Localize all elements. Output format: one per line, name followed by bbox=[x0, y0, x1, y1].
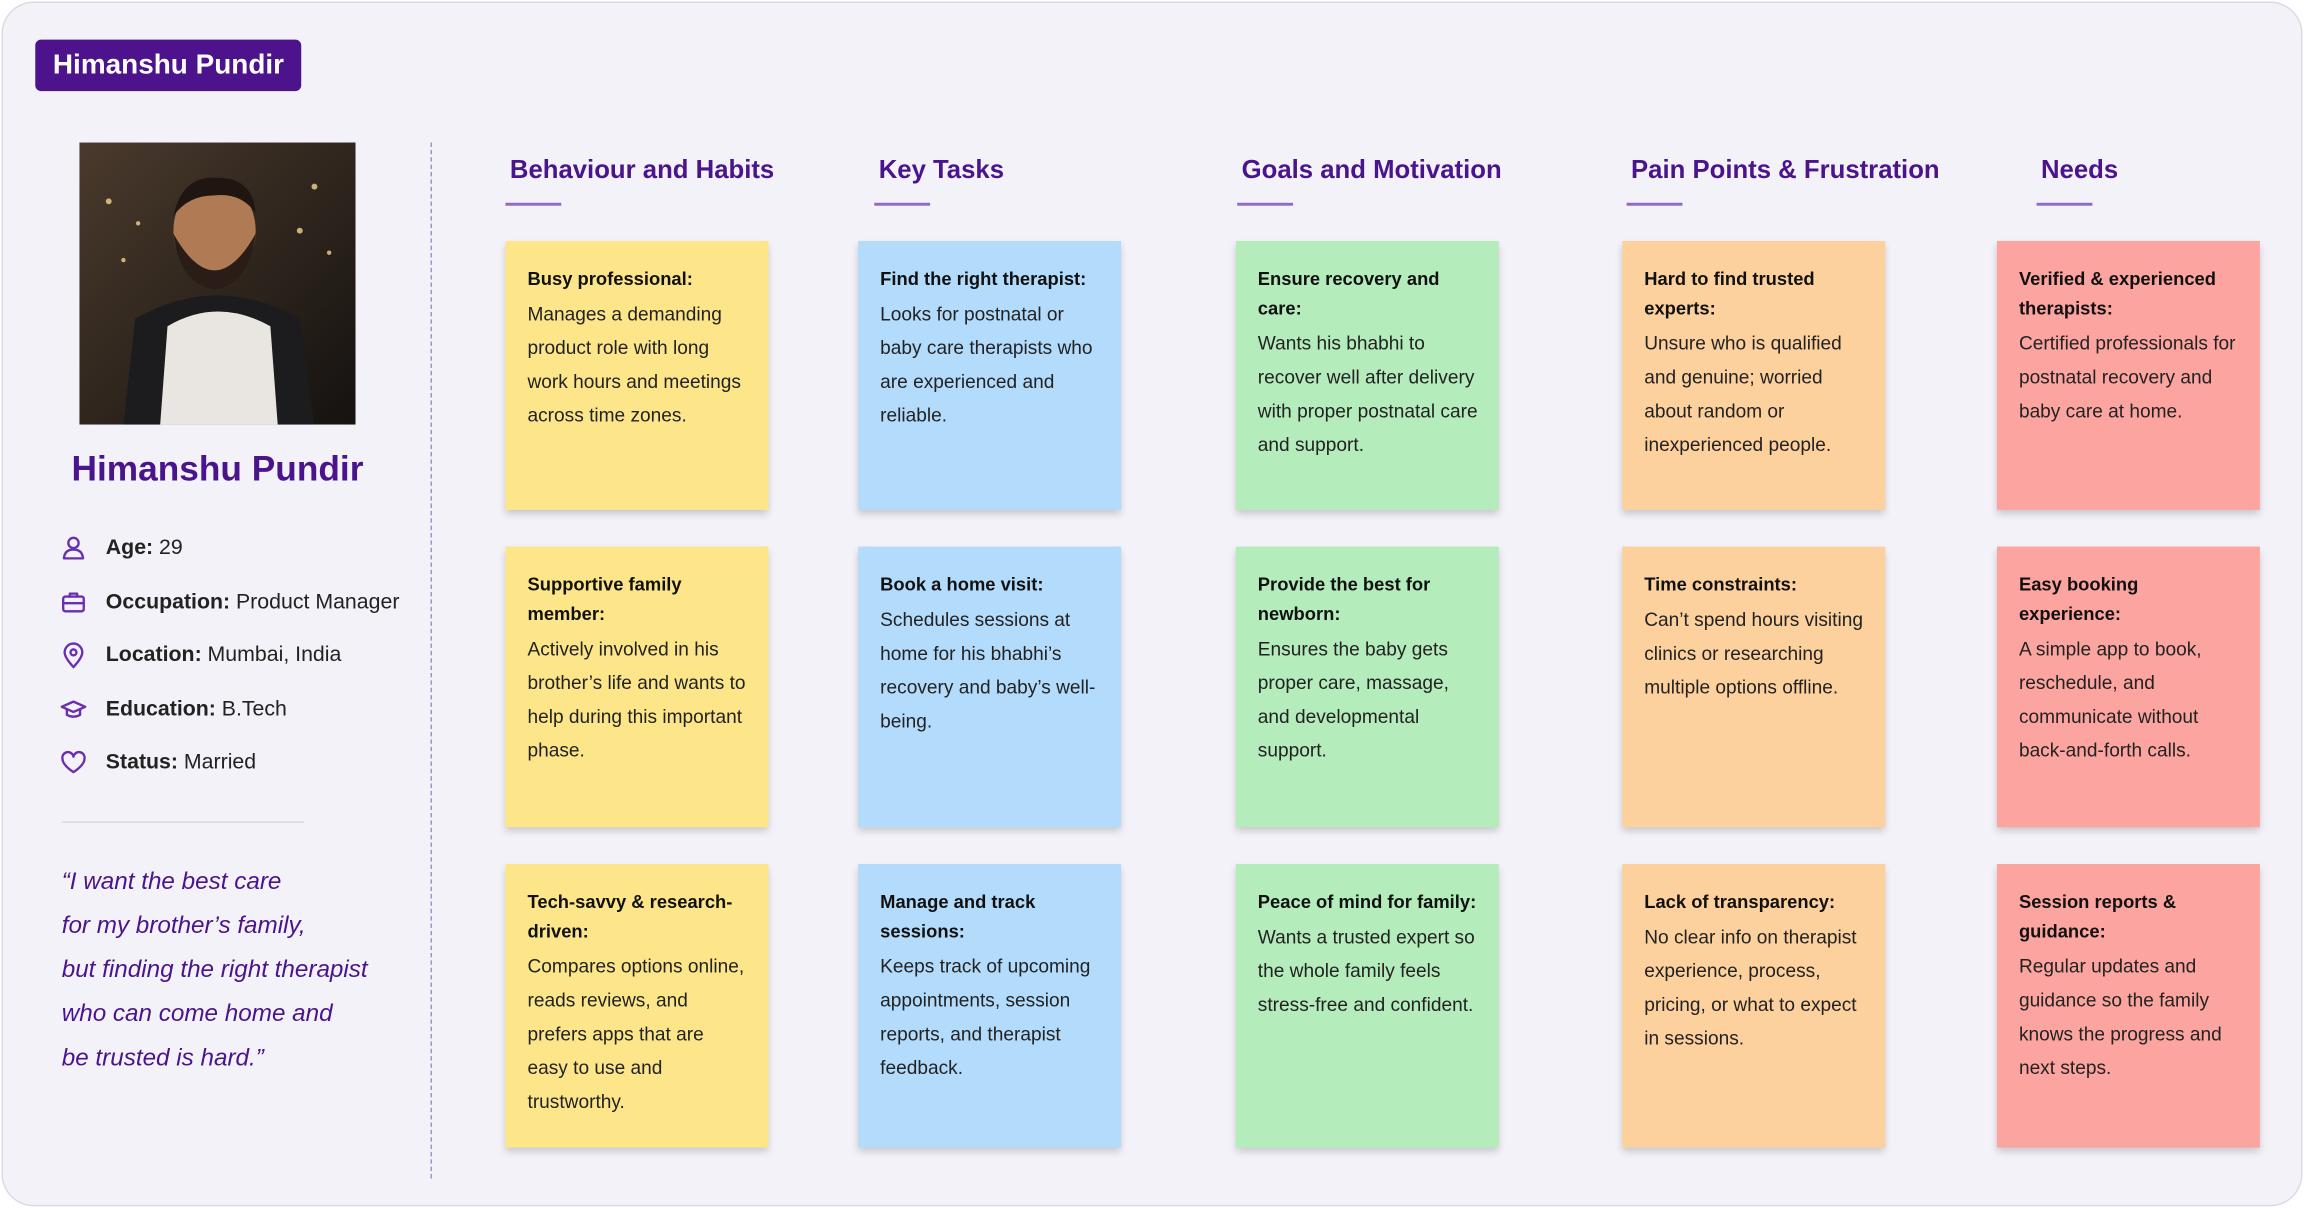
field-icon bbox=[60, 699, 87, 718]
profile-name: Himanshu Pundir bbox=[71, 449, 364, 490]
sticky-note: Supportive family member: Actively involv… bbox=[505, 546, 769, 828]
note-body: Manages a demanding product role with lo… bbox=[527, 302, 741, 427]
note-heading: Session reports & guidance: bbox=[2018, 891, 2177, 942]
sticky-note: Find the right therapist: Looks for postn… bbox=[858, 240, 1122, 510]
note-heading: Manage and track sessions: bbox=[880, 891, 1036, 942]
title-underline bbox=[2036, 202, 2093, 206]
profile-photo bbox=[79, 142, 356, 425]
profile-field: Location: Mumbai, India bbox=[59, 638, 342, 673]
note-heading: Verified & experienced therapists: bbox=[2018, 268, 2216, 319]
quote-line: “I want the best care bbox=[61, 868, 282, 895]
quote-line: be trusted is hard.” bbox=[61, 1044, 264, 1072]
note-body: No clear info on therapist experience, p… bbox=[1644, 925, 1857, 1050]
name-tag: Himanshu Pundir bbox=[35, 39, 302, 92]
note-body: Compares options online, reads reviews, … bbox=[527, 955, 745, 1113]
title-underline bbox=[874, 202, 931, 206]
sticky-note: Ensure recovery and care: Wants his bhabh… bbox=[1235, 240, 1499, 510]
note-body: Certified professionals for postnatal re… bbox=[2018, 332, 2236, 422]
divider bbox=[61, 821, 305, 823]
field-icon bbox=[63, 642, 84, 669]
note-body: Wants his bhabhi to recover well after d… bbox=[1257, 332, 1478, 456]
sticky-note: Verified & experienced therapists: Certif… bbox=[1996, 240, 2260, 510]
vertical-divider bbox=[430, 142, 433, 1179]
sticky-note: Lack of transparency: No clear info on th… bbox=[1622, 864, 1886, 1148]
note-heading: Peace of mind for family: bbox=[1257, 891, 1477, 913]
field-icon bbox=[61, 750, 86, 774]
sticky-note: Provide the best for newborn: Ensures the… bbox=[1235, 546, 1499, 828]
field-value: Mumbai, India bbox=[207, 643, 342, 668]
note-body: Keeps track of upcoming appointments, se… bbox=[880, 955, 1091, 1079]
sticky-note: Time constraints: Can’t spend hours visit… bbox=[1622, 546, 1886, 828]
column-title: Pain Points & Frustration bbox=[1631, 154, 1940, 184]
note-heading: Lack of transparency: bbox=[1644, 891, 1836, 913]
note-body: Regular updates and guidance so the fami… bbox=[2018, 955, 2222, 1079]
sticky-note: Manage and track sessions: Keeps track of… bbox=[858, 864, 1122, 1148]
note-heading: Find the right therapist: bbox=[880, 268, 1087, 290]
quote-line: but finding the right therapist bbox=[61, 956, 368, 984]
note-body: Ensures the baby gets proper care, massa… bbox=[1257, 637, 1449, 762]
profile-field: Age: 29 bbox=[59, 530, 183, 565]
note-body: Actively involved in his brother’s life … bbox=[527, 637, 746, 762]
note-heading: Supportive family member: bbox=[527, 574, 682, 625]
note-heading: Easy booking experience: bbox=[2018, 574, 2139, 625]
field-icon bbox=[62, 536, 85, 560]
column-title: Goals and Motivation bbox=[1241, 154, 1502, 184]
note-heading: Book a home visit: bbox=[880, 574, 1044, 596]
sticky-note: Tech-savvy & research-driven: Compares op… bbox=[505, 864, 769, 1148]
note-heading: Ensure recovery and care: bbox=[1257, 268, 1440, 319]
sticky-note: Peace of mind for family: Wants a trusted… bbox=[1235, 864, 1499, 1148]
note-heading: Hard to find trusted experts: bbox=[1644, 268, 1815, 319]
field-icon bbox=[62, 591, 85, 612]
quote-line: who can come home and bbox=[61, 1000, 333, 1028]
title-underline bbox=[505, 202, 562, 206]
field-value: 29 bbox=[159, 536, 183, 560]
note-body: Looks for postnatal or baby care therapi… bbox=[880, 302, 1093, 427]
quote-line: for my brother’s family, bbox=[61, 912, 306, 939]
note-heading: Tech-savvy & research-driven: bbox=[527, 891, 733, 942]
field-label: Education: bbox=[105, 697, 216, 721]
title-underline bbox=[1626, 202, 1683, 206]
field-label: Status: bbox=[105, 750, 179, 775]
field-value: Product Manager bbox=[235, 589, 400, 614]
column-title: Key Tasks bbox=[878, 154, 1005, 184]
sticky-note: Busy professional: Manages a demanding pr… bbox=[505, 240, 769, 510]
field-label: Location: bbox=[105, 643, 202, 668]
profile-field: Education: B.Tech bbox=[59, 691, 287, 726]
note-body: Schedules sessions at home for his bhabh… bbox=[880, 608, 1096, 732]
sticky-note: Book a home visit: Schedules sessions at … bbox=[858, 546, 1122, 828]
title-underline bbox=[1237, 202, 1294, 206]
field-label: Age: bbox=[105, 536, 154, 560]
note-body: Unsure who is qualified and genuine; wor… bbox=[1644, 332, 1842, 456]
note-heading: Time constraints: bbox=[1644, 574, 1798, 596]
note-body: Wants a trusted expert so the whole fami… bbox=[1257, 925, 1475, 1016]
sticky-note: Session reports & guidance: Regular updat… bbox=[1996, 864, 2260, 1148]
field-value: B.Tech bbox=[221, 697, 287, 721]
column-title: Needs bbox=[2040, 154, 2119, 184]
column-title: Behaviour and Habits bbox=[509, 154, 775, 184]
profile-field: Status: Married bbox=[59, 745, 256, 780]
field-value: Married bbox=[183, 750, 257, 775]
sticky-note: Easy booking experience: A simple app to … bbox=[1996, 546, 2260, 828]
sticky-note: Hard to find trusted experts: Unsure who … bbox=[1622, 240, 1886, 510]
note-heading: Busy professional: bbox=[527, 268, 693, 290]
note-body: Can’t spend hours visiting clinics or re… bbox=[1644, 608, 1863, 698]
profile-field: Occupation: Product Manager bbox=[59, 584, 400, 619]
note-body: A simple app to book, reschedule, and co… bbox=[2018, 637, 2202, 762]
field-label: Occupation: bbox=[105, 589, 231, 614]
note-heading: Provide the best for newborn: bbox=[1257, 574, 1431, 625]
